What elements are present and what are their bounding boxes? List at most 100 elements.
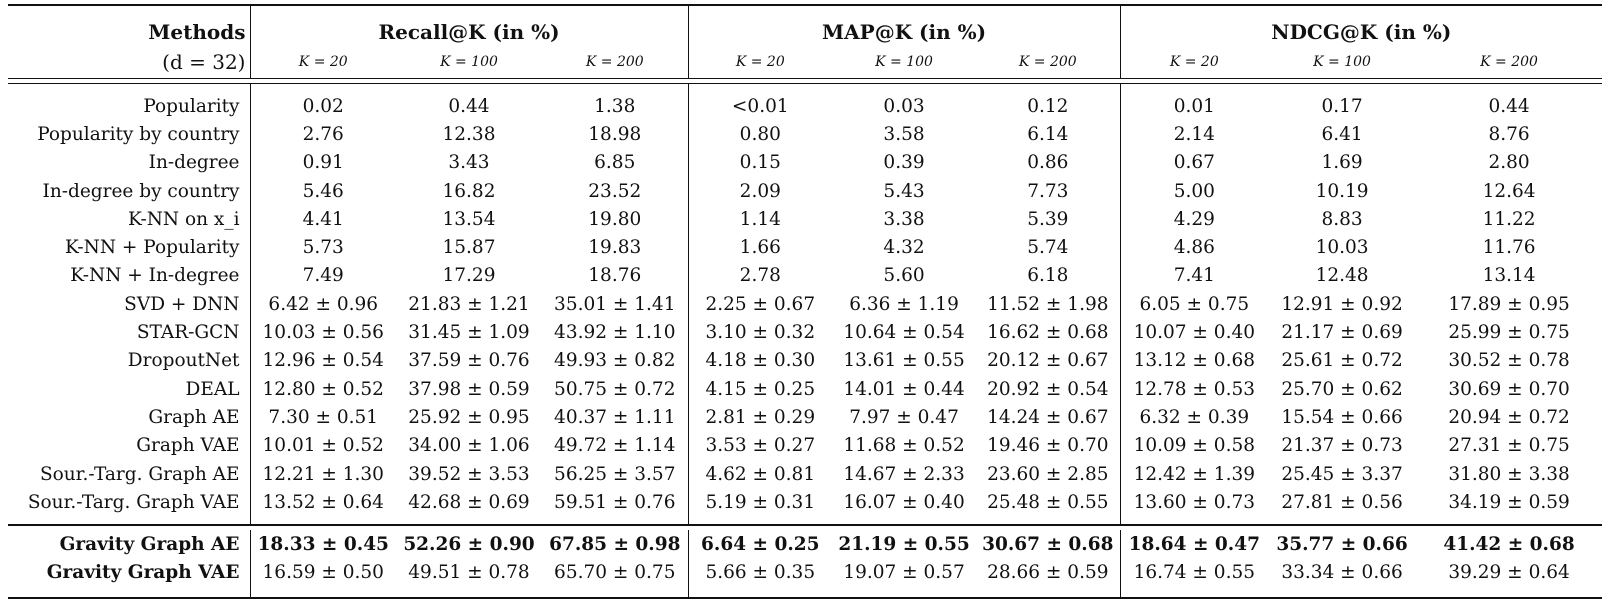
metric-value: 37.59 ± 0.76 (408, 350, 530, 372)
metric-value: 16.62 ± 0.68 (987, 322, 1109, 344)
metric-value: 6.32 ± 0.39 (1119, 403, 1269, 432)
metric-value: 34.19 ± 0.59 (1448, 491, 1570, 513)
metric-value: 18.98 (588, 123, 642, 145)
metric-value: 35.01 ± 1.41 (554, 293, 676, 315)
metric-value: 4.32 (883, 237, 925, 259)
metric-value: 25.70 ± 0.62 (1281, 378, 1403, 400)
method-name: In-degree by country (42, 180, 240, 202)
metric-value: 13.52 ± 0.64 (249, 488, 396, 517)
metric-value: 15.54 ± 0.66 (1281, 406, 1403, 428)
metric-value: 6.41 (1321, 123, 1363, 145)
metric-value: 8.76 (1488, 123, 1530, 145)
metric-value: 12.96 ± 0.54 (249, 346, 396, 375)
metric-value: 4.15 ± 0.25 (687, 374, 833, 404)
metric-value: 14.24 ± 0.67 (987, 406, 1109, 428)
header-row-k: (d = 32) K = 20 K = 100 K = 200 K = 20 K… (8, 46, 1603, 79)
metric-value: 0.44 (1488, 95, 1530, 117)
metric-value: 19.83 (588, 237, 642, 259)
method-name: Graph AE (148, 406, 240, 428)
metric-value: 12.48 (1315, 265, 1369, 287)
metric-value: 0.39 (883, 152, 925, 174)
metric-value: 21.83 ± 1.21 (408, 293, 530, 315)
metric-value: 14.67 ± 2.33 (843, 463, 965, 485)
metric-value: 14.01 ± 0.44 (843, 378, 965, 400)
metric-value: 30.67 ± 0.68 (982, 534, 1114, 556)
metric-value: 12.64 (1482, 180, 1536, 202)
method-name: Sour.-Targ. Graph AE (39, 463, 240, 485)
metric-value: 39.52 ± 3.53 (408, 463, 530, 485)
metric-value: 2.80 (1488, 152, 1530, 174)
method-name: SVD + DNN (124, 293, 240, 315)
metric-value: 19.46 ± 0.70 (987, 435, 1109, 457)
metric-value: 33.34 ± 0.66 (1281, 562, 1403, 584)
metric-value: 10.64 ± 0.54 (843, 322, 965, 344)
metric-value: 0.02 (249, 92, 396, 121)
metric-value: 28.66 ± 0.59 (987, 562, 1109, 584)
metric-value: 6.64 ± 0.25 (687, 530, 833, 559)
results-table-container: Methods Recall@K (in %) MAP@K (in %) NDC… (8, 0, 1603, 599)
metric-value: 5.19 ± 0.31 (687, 488, 833, 517)
method-name: Sour.-Targ. Graph VAE (27, 491, 240, 513)
metric-value: 17.29 (442, 265, 496, 287)
metric-value: 13.54 (442, 208, 496, 230)
k-header: K = 200 (976, 46, 1121, 79)
metric-value: 0.67 (1119, 148, 1269, 177)
metric-value: 21.19 ± 0.55 (838, 534, 970, 556)
metric-value: 2.81 ± 0.29 (687, 403, 833, 432)
spacer (687, 587, 1121, 599)
metric-value: <0.01 (687, 92, 833, 121)
table-row: In-degree 0.91 3.43 6.85 0.15 0.39 0.86 0.67 1.6… (8, 148, 1602, 177)
metric-value: 6.05 ± 0.75 (1119, 290, 1269, 319)
metric-value: 18.64 ± 0.47 (1119, 530, 1269, 559)
metric-value: 1.66 (687, 233, 833, 262)
group-header-map: MAP@K (in %) (687, 5, 1121, 46)
metric-value: 8.83 (1321, 208, 1363, 230)
metric-value: 3.53 ± 0.27 (687, 431, 833, 460)
metric-value: 12.91 ± 0.92 (1281, 293, 1403, 315)
metric-value: 5.46 (249, 176, 396, 206)
metric-value: 16.59 ± 0.50 (249, 558, 396, 588)
table-row: In-degree by country 5.46 16.82 23.52 2.09 5.… (8, 176, 1602, 206)
metric-value: 4.86 (1119, 233, 1269, 262)
spacer (687, 83, 1121, 92)
metric-value: 2.14 (1119, 120, 1269, 149)
method-name: K-NN on x_i (127, 208, 240, 230)
metric-value: 65.70 ± 0.75 (554, 562, 676, 584)
k-header: K = 20 (249, 46, 396, 79)
table-row: SVD + DNN 6.42 ± 0.96 21.83 ± 1.21 35.01 ± … (8, 290, 1602, 319)
metric-value: 17.89 ± 0.95 (1448, 293, 1570, 315)
metric-value: 40.37 ± 1.11 (554, 406, 676, 428)
metric-value: 7.97 ± 0.47 (849, 406, 959, 428)
metric-value: 2.09 (687, 176, 833, 206)
metric-value: 6.14 (1027, 123, 1069, 145)
metric-value: 21.37 ± 0.73 (1281, 435, 1403, 457)
metric-value: 25.45 ± 3.37 (1281, 463, 1403, 485)
section-rule (8, 524, 1603, 531)
metric-value: 0.86 (1027, 152, 1069, 174)
metric-value: 0.12 (1027, 95, 1069, 117)
metric-value: 10.09 ± 0.58 (1119, 431, 1269, 460)
header-row-groups: Methods Recall@K (in %) MAP@K (in %) NDC… (8, 5, 1603, 46)
k-header: K = 200 (1416, 46, 1603, 79)
table-row: Gravity Graph AE 18.33 ± 0.45 52.26 ± 0.90… (8, 530, 1602, 559)
spacer (1119, 587, 1603, 599)
k-header: K = 100 (396, 46, 542, 79)
k-header: K = 100 (1268, 46, 1417, 79)
metric-value: 5.73 (249, 233, 396, 262)
metric-value: 30.52 ± 0.78 (1448, 350, 1570, 372)
metric-value: 1.69 (1321, 152, 1363, 174)
metric-value: 4.62 ± 0.81 (687, 459, 833, 489)
spacer (249, 587, 689, 599)
metric-value: 2.25 ± 0.67 (687, 290, 833, 319)
metric-value: 10.03 (1315, 237, 1369, 259)
spacer (687, 516, 1121, 526)
metric-value: 19.80 (588, 208, 642, 230)
metric-value: 21.17 ± 0.69 (1281, 322, 1403, 344)
metric-value: 10.07 ± 0.40 (1119, 318, 1269, 347)
metric-value: 5.43 (883, 180, 925, 202)
table-row: Popularity by country 2.76 12.38 18.98 0.80 3… (8, 120, 1602, 149)
metric-value: 11.76 (1482, 237, 1536, 259)
spacer (8, 84, 250, 93)
metric-value: 35.77 ± 0.66 (1276, 534, 1408, 556)
table-row: STAR-GCN 10.03 ± 0.56 31.45 ± 1.09 43.92 ± … (8, 318, 1602, 347)
